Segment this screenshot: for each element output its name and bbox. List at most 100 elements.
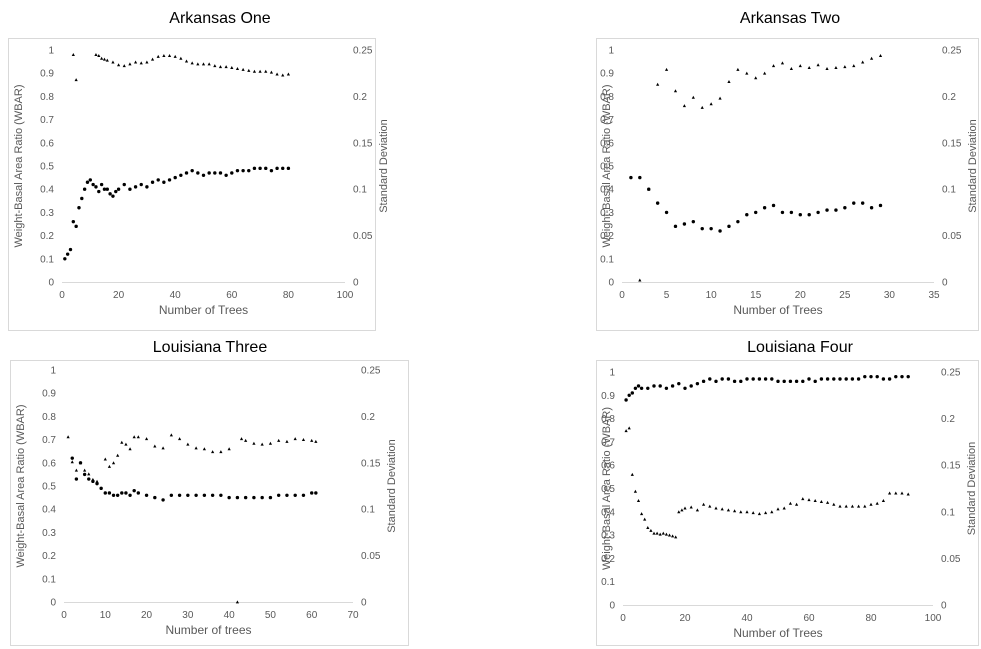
- sd-point: [105, 58, 109, 62]
- y-tick-label: 0.4: [42, 505, 56, 516]
- sd-point: [816, 63, 820, 67]
- sd-point: [230, 66, 234, 70]
- sd-point: [813, 499, 817, 503]
- wbar-point: [894, 374, 898, 379]
- wbar-point: [247, 168, 251, 173]
- wbar-point: [201, 173, 206, 177]
- sd-point: [285, 439, 289, 443]
- wbar-point: [241, 168, 245, 173]
- wbar-point: [120, 491, 124, 495]
- sd-point: [875, 501, 879, 505]
- x-tick-label: 0: [59, 290, 65, 301]
- wbar-point: [727, 224, 731, 229]
- wbar-point: [74, 224, 78, 229]
- y2-tick-label: 0.25: [361, 366, 381, 377]
- wbar-point: [636, 384, 641, 388]
- sd-point: [718, 96, 722, 100]
- wbar-point: [136, 491, 141, 495]
- wbar-point: [732, 379, 737, 384]
- wbar-point: [762, 206, 767, 210]
- y-tick-label: 0.2: [601, 554, 615, 565]
- y2-tick-label: 0.05: [361, 551, 381, 562]
- y-tick-label: 0.5: [601, 484, 615, 495]
- sd-point: [144, 437, 149, 441]
- wbar-point: [207, 171, 211, 175]
- sd-point: [843, 65, 847, 69]
- sd-point: [770, 510, 774, 514]
- wbar-point: [276, 493, 281, 497]
- wbar-point: [153, 495, 157, 500]
- sd-point: [117, 63, 121, 67]
- wbar-point: [97, 189, 101, 194]
- y-tick-label: 0.1: [601, 577, 615, 588]
- sd-point: [74, 78, 78, 82]
- y-tick-label: 1: [48, 46, 54, 57]
- y2-tick-label: 0.2: [941, 414, 955, 425]
- wbar-point: [875, 374, 879, 379]
- wbar-point: [709, 226, 713, 231]
- y-tick-label: 0.3: [40, 208, 54, 219]
- y-tick-label: 0.2: [600, 231, 614, 242]
- wbar-point: [639, 386, 644, 391]
- chart-frame: [596, 360, 979, 646]
- sd-point: [677, 510, 681, 514]
- sd-point: [219, 450, 223, 454]
- y-tick-label: 0: [609, 601, 615, 612]
- sd-point: [870, 56, 874, 60]
- y2-tick-label: 0.25: [942, 46, 962, 57]
- sd-point: [643, 517, 647, 521]
- sd-point: [627, 426, 631, 430]
- wbar-point: [227, 495, 231, 500]
- wbar-point: [689, 384, 693, 388]
- sd-point: [691, 95, 695, 99]
- wbar-point: [664, 386, 669, 391]
- sd-point: [161, 446, 165, 450]
- y2-tick-label: 0.1: [353, 185, 367, 196]
- sd-point: [186, 442, 190, 446]
- wbar-point: [652, 384, 656, 388]
- y2-tick-label: 0: [353, 278, 359, 289]
- sd-point: [754, 76, 758, 80]
- sd-point: [788, 501, 792, 505]
- x-tick-label: 25: [839, 290, 851, 301]
- sd-point: [153, 444, 157, 448]
- y-tick-label: 0.5: [42, 482, 56, 493]
- wbar-point: [275, 166, 279, 171]
- sd-point: [286, 72, 290, 76]
- y2-tick-label: 0.15: [941, 461, 961, 472]
- wbar-point: [708, 377, 712, 381]
- wbar-point: [210, 493, 215, 497]
- sd-point: [857, 504, 861, 508]
- sd-point: [745, 71, 749, 75]
- sd-point: [695, 508, 699, 512]
- y-tick-label: 0.6: [600, 138, 614, 149]
- wbar-point: [852, 201, 856, 205]
- y2-tick-label: 0.05: [941, 554, 961, 565]
- x-tick-label: 30: [884, 290, 896, 301]
- wbar-point: [825, 377, 830, 381]
- sd-point: [757, 512, 761, 516]
- y2-tick-label: 0.15: [361, 458, 381, 469]
- wbar-point: [219, 493, 223, 497]
- wbar-point: [243, 495, 248, 500]
- sd-point: [776, 507, 780, 511]
- sd-point: [832, 502, 836, 506]
- wbar-point: [132, 488, 136, 493]
- chart-frame: [596, 38, 979, 331]
- sd-point: [661, 531, 665, 535]
- wbar-point: [629, 175, 633, 180]
- sd-point: [132, 435, 136, 439]
- y-tick-label: 0.7: [601, 437, 615, 448]
- x-tick-label: 5: [664, 290, 670, 301]
- y2-tick-label: 0.2: [353, 92, 367, 103]
- y-axis-title: Weight-Basal Area Ratio (WBAR): [13, 84, 25, 247]
- sd-point: [888, 491, 892, 495]
- wbar-point: [807, 377, 811, 381]
- sd-point: [900, 491, 904, 495]
- sd-point: [116, 453, 120, 457]
- sd-point: [633, 489, 637, 493]
- y-tick-label: 1: [609, 368, 615, 379]
- wbar-point: [128, 187, 132, 191]
